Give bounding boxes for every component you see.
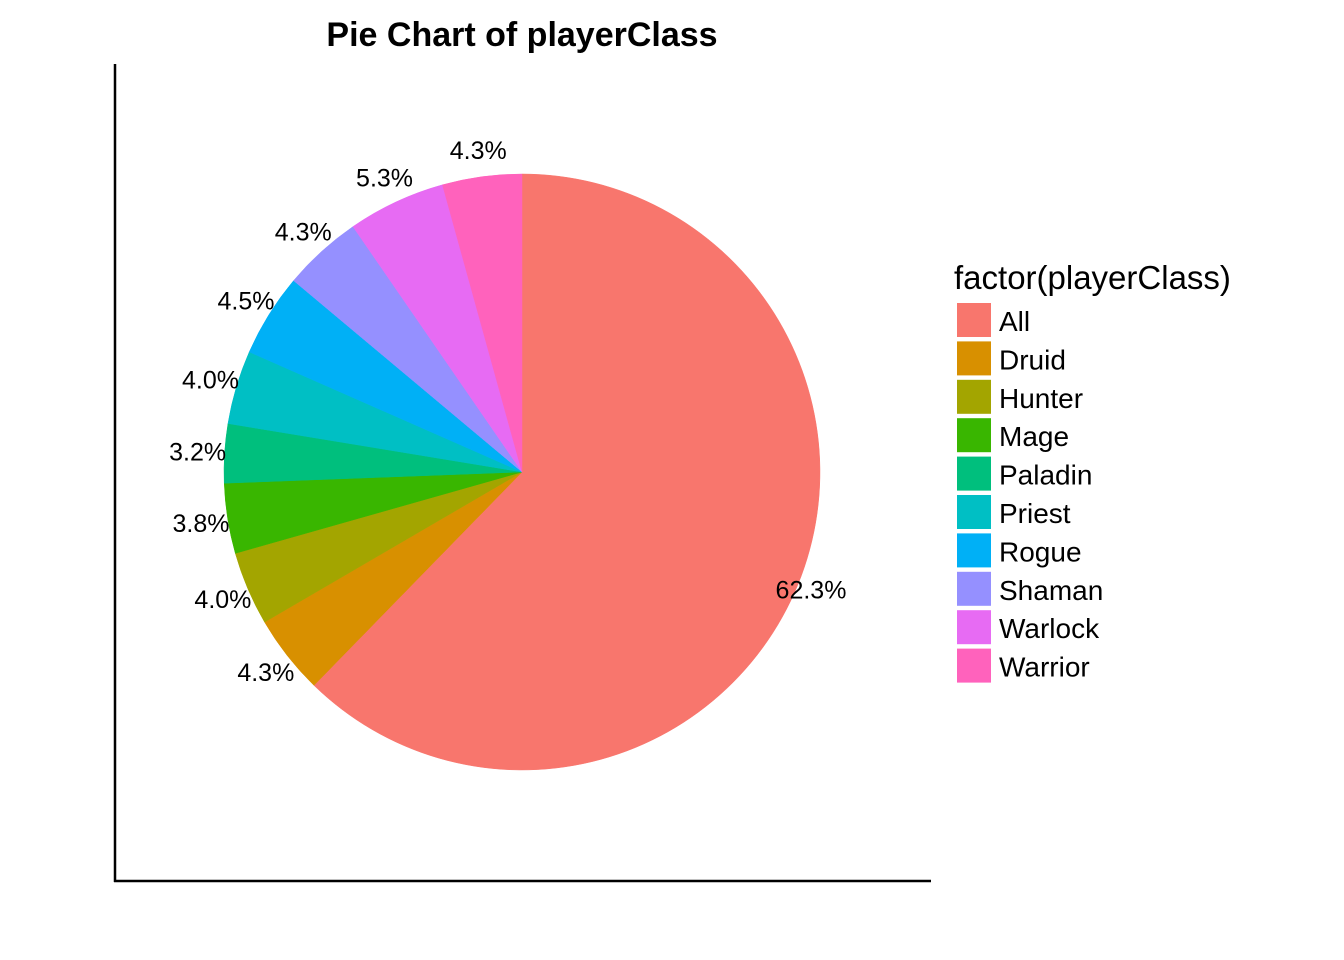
legend-title: factor(playerClass) — [954, 259, 1231, 296]
legend-key-all — [957, 303, 991, 337]
legend-key-paladin — [957, 456, 991, 491]
pie-slices — [223, 173, 821, 771]
legend-label-mage: Mage — [999, 421, 1069, 452]
legend-key-warrior — [957, 648, 991, 683]
legend-label-rogue: Rogue — [999, 536, 1082, 567]
legend-key-hunter — [957, 379, 991, 414]
legend-key-shaman — [957, 571, 991, 606]
legend-items: All Druid Hunter Mage Paladin Priest Rogue Sham… — [957, 303, 1103, 683]
legend-key-rogue — [957, 533, 991, 568]
legend-label-all: All — [999, 306, 1030, 337]
slice-label-shaman: 4.3% — [275, 219, 332, 247]
legend-key-mage — [957, 418, 991, 453]
slice-label-paladin: 3.2% — [169, 439, 226, 467]
chart-title: Pie Chart of playerClass — [326, 16, 717, 54]
legend: factor(playerClass) All Druid Hunter Mage Pa… — [954, 259, 1231, 683]
legend-label-warlock: Warlock — [999, 613, 1100, 644]
legend-key-priest — [957, 495, 991, 529]
legend-key-druid — [957, 341, 991, 376]
pie-slice-warrior — [442, 173, 523, 473]
slice-label-rogue: 4.5% — [217, 287, 274, 315]
slice-label-warrior: 4.3% — [450, 137, 507, 165]
legend-label-priest: Priest — [999, 498, 1071, 529]
pie-slice-all — [313, 173, 821, 771]
slice-label-priest: 4.0% — [182, 366, 239, 394]
slice-label-druid: 4.3% — [237, 659, 294, 687]
slice-label-mage: 3.8% — [173, 510, 230, 538]
slice-label-all: 62.3% — [776, 577, 847, 605]
slice-labels: 62.3% 4.3% 4.0% 3.8% 3.2% 4.0% 4.5% 4.3% 5.3% 4.3… — [169, 137, 846, 687]
legend-label-hunter: Hunter — [999, 383, 1083, 414]
legend-label-druid: Druid — [999, 344, 1066, 375]
legend-key-warlock — [957, 610, 991, 645]
legend-label-warrior: Warrior — [999, 652, 1090, 683]
legend-label-paladin: Paladin — [999, 460, 1092, 491]
slice-label-hunter: 4.0% — [194, 586, 251, 614]
slice-label-warlock: 5.3% — [356, 164, 413, 192]
legend-label-shaman: Shaman — [999, 575, 1103, 606]
